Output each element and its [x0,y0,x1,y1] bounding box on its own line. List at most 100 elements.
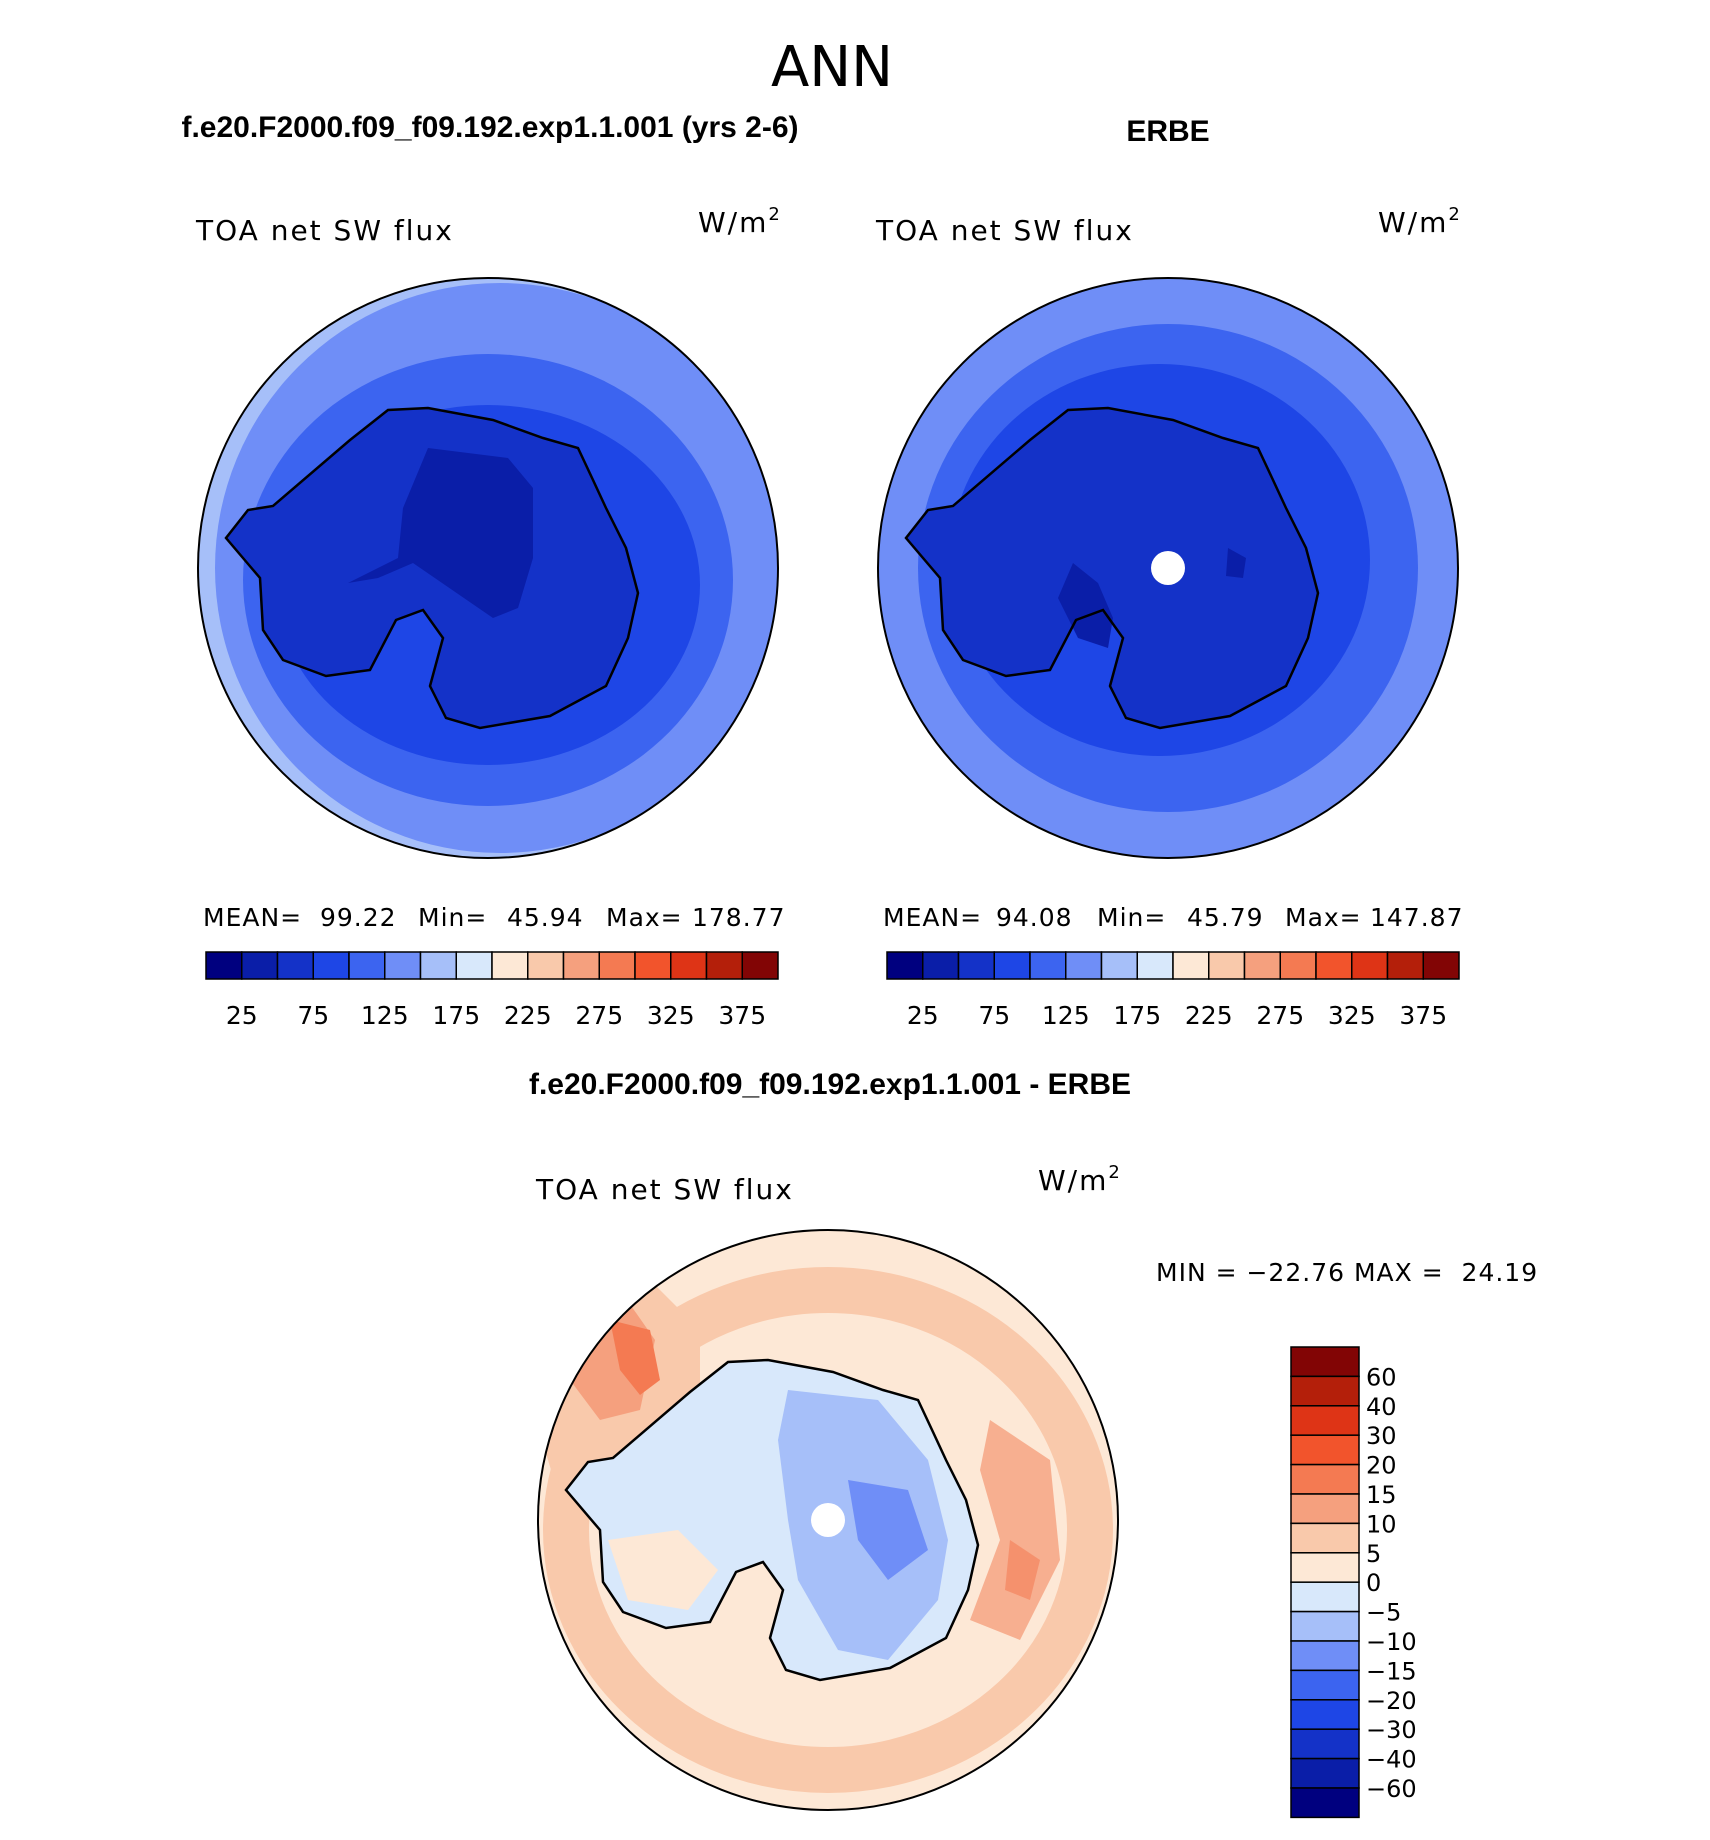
diff-colorbar-box-3 [1290,1434,1360,1466]
model-colorbar-box-13 [670,951,708,980]
obs-colorbar-box-4 [1029,951,1067,980]
obs-colorbar-tick-label: 75 [978,1001,1010,1030]
diff-colorbar-tick-label: 5 [1366,1540,1381,1568]
obs-colorbar-tick-label: 125 [1042,1001,1090,1030]
obs-colorbar: 25 75 125 175 225 275 325 375 [886,951,1460,1030]
diff-stats: MIN = −22.76 MAX = 24.19 [1156,1258,1538,1287]
obs-colorbar-box-14 [1386,951,1424,980]
model-panel: f.e20.F2000.f09_f09.192.exp1.1.001 (yrs … [181,111,798,1030]
model-panel-units: W/m2 [698,204,782,239]
model-colorbar-box-15 [741,951,779,980]
diff-colorbar-tick-label: 40 [1366,1393,1397,1421]
obs-colorbar-box-2 [957,951,995,980]
diff-colorbar-box-11 [1290,1669,1360,1701]
diff-colorbar-tick-label: 20 [1366,1452,1397,1480]
diff-colorbar-box-13 [1290,1728,1360,1760]
diff-map-boundary [537,1229,1119,1811]
model-contour-fill-50 [348,448,533,618]
diff-contour-fill-minus10-to-minus15 [848,1480,928,1580]
diff-colorbar-box-7 [1290,1552,1360,1583]
obs-panel-title: ERBE [1126,115,1209,148]
diff-colorbar-box-12 [1290,1699,1360,1730]
obs-colorbar-box-3 [993,951,1031,980]
obs-colorbar-tick-label: 375 [1399,1001,1447,1030]
model-colorbar-box-5 [384,951,422,980]
diff-colorbar-tick-label: −60 [1366,1775,1417,1803]
model-colorbar-tick-label: 175 [432,1001,480,1030]
diff-contour-fill-10-to-15-east [970,1420,1060,1640]
obs-colorbar-box-15 [1422,951,1460,980]
diff-panel-variable-label: TOA net SW flux [535,1173,794,1206]
obs-colorbar-box-12 [1315,951,1353,980]
diff-panel-units: W/m2 [1038,1162,1122,1197]
obs-colorbar-tick-label: 175 [1113,1001,1161,1030]
model-colorbar-box-1 [241,951,279,980]
obs-colorbar-tick-label: 25 [907,1001,939,1030]
obs-panel-variable-label: TOA net SW flux [875,214,1134,247]
diff-colorbar-tick-label: 30 [1366,1422,1397,1450]
obs-panel-units: W/m2 [1378,204,1462,239]
obs-polar-map [878,278,1458,858]
model-colorbar-box-12 [634,951,672,980]
diff-colorbar-box-8 [1290,1581,1360,1613]
model-colorbar-box-7 [455,951,493,980]
diff-colorbar-box-4 [1290,1463,1360,1495]
diff-colorbar-tick-label: 15 [1366,1481,1397,1509]
model-colorbar-box-4 [348,951,386,980]
model-colorbar-box-11 [598,951,636,980]
obs-colorbar-box-5 [1065,951,1103,980]
diff-colorbar-box-1 [1290,1375,1360,1407]
obs-panel: ERBE TOA net SW flux W/m2 MEAN= 94.08 Mi… [875,115,1463,1030]
diff-contour-fill-5-to-10-ring [543,1267,1113,1793]
obs-colorbar-tick-label: 225 [1185,1001,1233,1030]
diff-colorbar-box-2 [1290,1405,1360,1436]
model-map-boundary [197,277,779,859]
model-panel-title: f.e20.F2000.f09_f09.192.exp1.1.001 (yrs … [181,111,798,144]
model-colorbar-tick-label: 225 [504,1001,552,1030]
diff-colorbar-box-10 [1290,1640,1360,1672]
model-colorbar-box-10 [562,951,600,980]
model-colorbar-box-9 [527,951,565,980]
model-colorbar: 25 75 125 175 225 275 325 375 [205,951,779,1030]
obs-map-boundary [877,277,1459,859]
obs-colorbar-box-8 [1172,951,1210,980]
obs-contour-fill-50-east [1226,548,1246,578]
model-colorbar-box-2 [276,951,314,980]
diff-colorbar-box-0 [1290,1346,1360,1378]
obs-colorbar-box-10 [1243,951,1281,980]
obs-colorbar-box-1 [922,951,960,980]
diff-colorbar-box-6 [1290,1522,1360,1554]
diff-pole-missing-data [811,1503,845,1537]
diff-polar-map [538,1230,1118,1810]
diff-colorbar-tick-label: −30 [1366,1716,1417,1744]
diff-colorbar-tick-label: −5 [1366,1599,1401,1627]
obs-contour-fill-50-west [1058,563,1113,648]
obs-pole-missing-data [1151,551,1185,585]
page-title: ANN [771,35,893,100]
diff-contour-fill-15-to-20-west [610,1320,660,1395]
diff-colorbar-box-9 [1290,1610,1360,1642]
diff-colorbar-tick-label: 10 [1366,1510,1397,1538]
model-polar-map [198,278,778,858]
obs-colorbar-tick-label: 275 [1256,1001,1304,1030]
diff-contour-fill-0-to-5-peninsula [608,1530,718,1610]
diff-colorbar-tick-label: −10 [1366,1628,1417,1656]
diff-panel-title: f.e20.F2000.f09_f09.192.exp1.1.001 - ERB… [529,1068,1131,1101]
diff-colorbar-box-5 [1290,1493,1360,1525]
model-colorbar-tick-label: 275 [575,1001,623,1030]
model-colorbar-tick-label: 75 [297,1001,329,1030]
diff-colorbar-tick-label: −40 [1366,1746,1417,1774]
obs-colorbar-box-7 [1136,951,1174,980]
diff-colorbar-box-15 [1290,1787,1360,1819]
obs-stats: MEAN= 94.08 Min= 45.79 Max= 147.87 [883,903,1463,932]
model-colorbar-tick-label: 25 [226,1001,258,1030]
model-stats: MEAN= 99.22 Min= 45.94 Max= 178.77 [203,903,785,932]
diff-colorbar-tick-label: −20 [1366,1687,1417,1715]
obs-colorbar-box-0 [886,951,924,980]
obs-colorbar-box-11 [1279,951,1317,980]
obs-colorbar-box-13 [1351,951,1389,980]
obs-colorbar-box-6 [1100,951,1138,980]
diff-colorbar-tick-label: −15 [1366,1657,1417,1685]
model-colorbar-box-8 [491,951,529,980]
